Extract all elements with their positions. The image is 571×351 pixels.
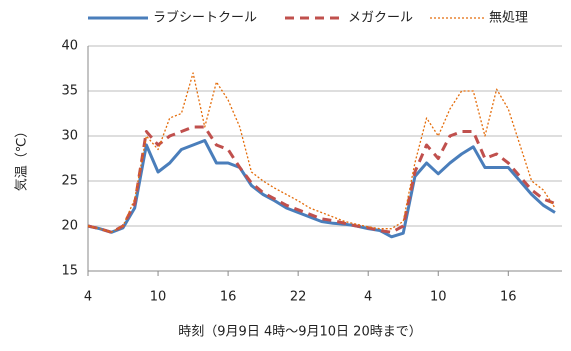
y-tick-label: 15 (61, 264, 78, 279)
y-axis-label: 気温（℃） (14, 125, 30, 192)
legend-label: メガクール (348, 11, 413, 26)
y-tick-label: 20 (61, 219, 78, 234)
x-tick-label: 16 (500, 290, 517, 305)
x-tick-label: 4 (84, 290, 92, 305)
series-line (87, 125, 556, 234)
x-tick-label: 10 (430, 290, 447, 305)
series-line (87, 72, 556, 233)
y-tick-label: 25 (61, 174, 78, 189)
y-tick-label: 40 (61, 39, 78, 54)
x-tick-label: 16 (220, 290, 237, 305)
y-tick-label: 35 (61, 84, 78, 99)
x-tick-label: 4 (364, 290, 372, 305)
legend-label: ラブシートクール (153, 10, 257, 26)
x-tick-label: 10 (150, 290, 167, 305)
x-axis-label: 時刻（9月9日 4時～9月10日 20時まで） (178, 325, 421, 340)
series-line (87, 139, 556, 239)
y-tick-label: 30 (61, 129, 78, 144)
legend-label: 無処理 (489, 11, 528, 26)
x-tick-label: 22 (290, 290, 307, 305)
